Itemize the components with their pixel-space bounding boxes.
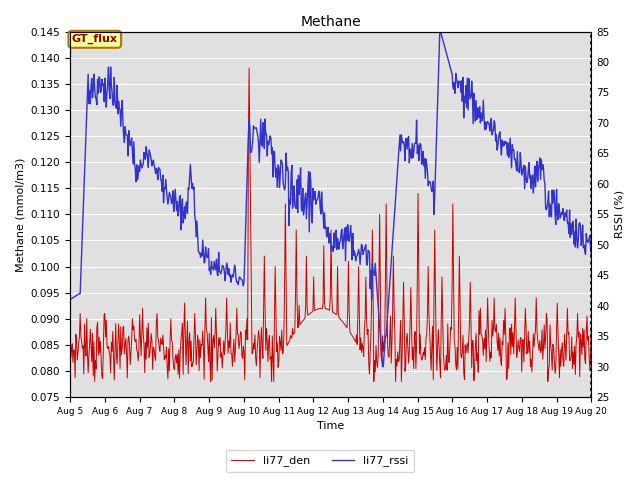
li77_rssi xyxy=(379,364,387,370)
li77_den xyxy=(66,321,74,326)
Line: li77_den: li77_den xyxy=(70,68,591,382)
li77_den xyxy=(245,65,253,71)
Legend: li77_den, li77_rssi: li77_den, li77_rssi xyxy=(226,450,414,472)
li77_rssi xyxy=(182,200,190,206)
li77_den xyxy=(411,335,419,340)
Y-axis label: RSSI (%): RSSI (%) xyxy=(615,190,625,239)
X-axis label: Time: Time xyxy=(317,421,344,432)
li77_den xyxy=(211,345,218,351)
li77_rssi xyxy=(588,251,595,257)
Title: Methane: Methane xyxy=(300,15,361,29)
li77_den xyxy=(130,323,138,329)
li77_rssi xyxy=(410,150,417,156)
li77_rssi xyxy=(395,154,403,159)
li77_den xyxy=(588,324,595,329)
li77_den xyxy=(396,357,403,363)
li77_den xyxy=(91,379,99,384)
Text: GT_flux: GT_flux xyxy=(72,34,118,45)
li77_rssi xyxy=(66,297,74,302)
Line: li77_rssi: li77_rssi xyxy=(70,32,591,367)
li77_rssi xyxy=(210,267,218,273)
li77_den xyxy=(183,341,191,347)
li77_den xyxy=(76,334,83,340)
Y-axis label: Methane (mmol/m3): Methane (mmol/m3) xyxy=(15,157,25,272)
li77_rssi xyxy=(129,161,137,167)
li77_rssi xyxy=(436,29,444,35)
li77_rssi xyxy=(76,291,83,297)
